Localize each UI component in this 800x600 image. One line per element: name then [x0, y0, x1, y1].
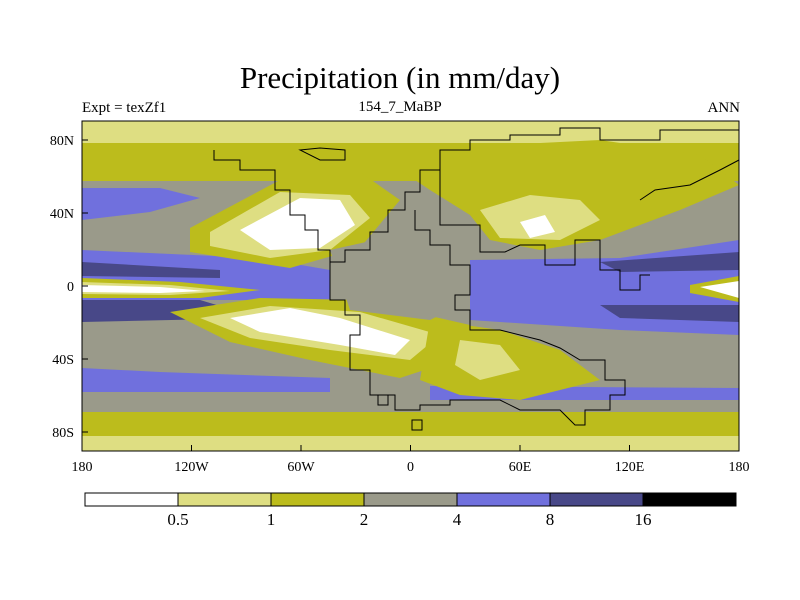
experiment-label: Expt = texZf1 — [82, 100, 167, 116]
wet-north-pacific — [82, 188, 200, 220]
y-tick-label: 0 — [67, 280, 74, 295]
x-tick-label: 120W — [174, 460, 209, 475]
south-subtropic-core — [230, 308, 410, 355]
east-continent-dry — [400, 140, 739, 250]
colorbar-label: 0.5 — [167, 510, 188, 529]
northern-continent-coast — [213, 127, 739, 263]
y-axis: 80N 40N 0 40S 80S — [50, 134, 88, 441]
south-east-dry-mid — [455, 340, 520, 380]
colorbar-swatch — [270, 492, 365, 507]
x-tick-label: 0 — [407, 460, 414, 475]
colorbar-label: 8 — [546, 510, 555, 529]
very-wet-east-north — [600, 252, 739, 272]
y-tick-label: 80S — [52, 426, 74, 441]
season-label: ANN — [707, 100, 741, 116]
contour-fields — [82, 121, 739, 451]
wet-southern-ocean-west — [82, 368, 330, 392]
dry-tongue-east-core — [700, 281, 739, 298]
southern-continent-coast — [329, 210, 626, 426]
colorbar-swatch — [84, 492, 179, 507]
arctic-island — [298, 147, 346, 161]
eastern-continent-coast — [439, 170, 650, 291]
y-tick-label: 40S — [52, 353, 74, 368]
y-tick-label: 40N — [50, 207, 74, 222]
small-islands — [377, 394, 423, 431]
map-title: Precipitation (in mm/day) — [239, 60, 561, 95]
colorbar-swatch — [363, 492, 458, 507]
coastlines — [213, 127, 739, 431]
colorbar-swatch — [549, 492, 644, 507]
x-tick-label: 60E — [509, 460, 532, 475]
x-axis: 180 120W 60W 0 60E 120E 180 — [72, 445, 750, 475]
x-tick-label: 120E — [615, 460, 645, 475]
continental-middle — [330, 230, 470, 320]
period-label: 154_7_MaBP — [358, 99, 442, 115]
itcz-very-wet-west — [82, 262, 220, 278]
colorbar-label: 2 — [360, 510, 369, 529]
y-tick-label: 80N — [50, 134, 74, 149]
colorbar: 0.5 1 2 4 8 16 — [84, 492, 737, 529]
colorbar-swatch — [177, 492, 272, 507]
x-tick-label: 60W — [287, 460, 315, 475]
north-subtropic-core — [240, 198, 355, 250]
colorbar-label: 16 — [635, 510, 652, 529]
x-tick-label: 180 — [72, 460, 93, 475]
arctic-dry-band — [82, 121, 739, 143]
antarctic-dry-band — [82, 436, 739, 451]
dry-tongue-west-core — [82, 285, 205, 293]
x-tick-label: 180 — [729, 460, 750, 475]
colorbar-label: 1 — [267, 510, 276, 529]
colorbar-swatch — [456, 492, 551, 507]
colorbar-swatch — [642, 492, 737, 507]
northeast-coast — [639, 159, 739, 201]
east-continent-dry-core — [520, 215, 555, 238]
colorbar-label: 4 — [453, 510, 462, 529]
very-wet-east-south — [600, 305, 739, 322]
